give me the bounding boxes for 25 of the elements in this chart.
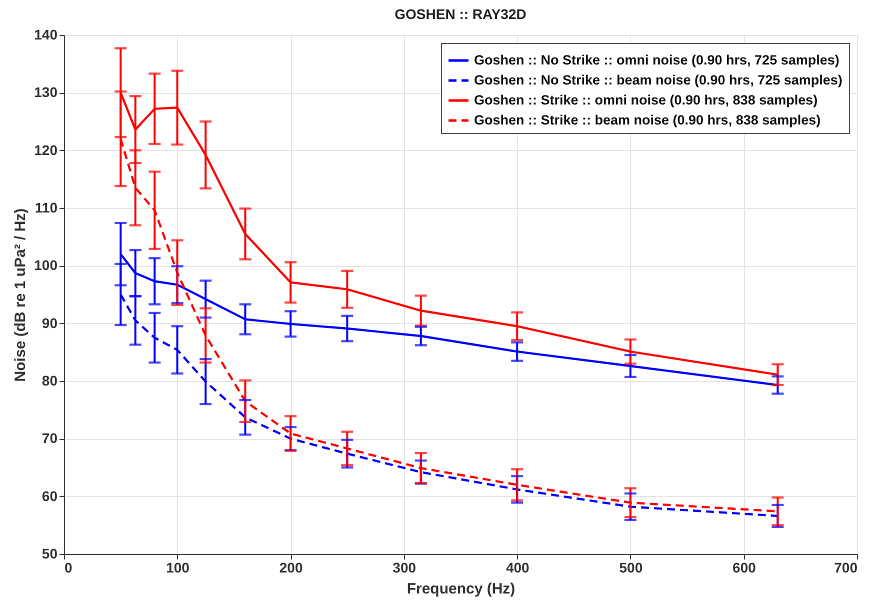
- x-tick-label: 100: [166, 560, 190, 576]
- x-tick-label: 600: [732, 560, 756, 576]
- y-tick-label: 120: [34, 142, 58, 158]
- legend-label: Goshen :: No Strike :: beam noise (0.90 hrs, 725 samples): [474, 72, 842, 88]
- x-axis-title: Frequency (Hz): [406, 580, 516, 598]
- y-tick-label: 110: [34, 200, 58, 216]
- x-tick-label: 300: [392, 560, 416, 576]
- y-tick-label: 90: [42, 314, 58, 331]
- chart-title: GOSHEN :: RAY32D: [394, 6, 526, 22]
- legend-label: Goshen :: Strike :: omni noise (0.90 hrs, 838 samples): [474, 92, 818, 108]
- y-tick-label: 130: [34, 84, 58, 100]
- legend-label: Goshen :: No Strike :: omni noise (0.90 hrs, 725 samples): [474, 52, 840, 68]
- x-tick-label: 0: [64, 560, 72, 576]
- x-tick-label: 700: [834, 560, 858, 576]
- y-tick-label: 80: [42, 372, 58, 388]
- x-tick-label: 200: [279, 560, 303, 576]
- legend-label: Goshen :: Strike :: beam noise (0.90 hrs, 838 samples): [474, 112, 821, 128]
- y-tick-label: 60: [42, 488, 58, 504]
- y-tick-label: 100: [34, 257, 58, 274]
- y-tick-label: 140: [34, 26, 58, 42]
- y-axis-title: Noise (dB re 1 uPa² / Hz): [12, 208, 30, 382]
- y-tick-label: 50: [42, 546, 58, 562]
- y-tick-label: 70: [42, 430, 58, 446]
- x-tick-label: 400: [506, 560, 530, 576]
- x-tick-label: 500: [619, 560, 643, 576]
